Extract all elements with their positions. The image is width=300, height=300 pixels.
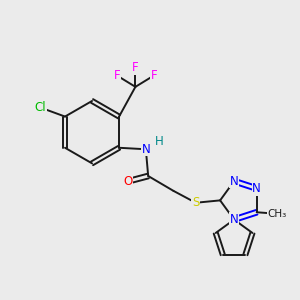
Text: N: N: [252, 182, 261, 195]
Text: N: N: [230, 175, 239, 188]
Text: F: F: [151, 69, 157, 82]
Text: S: S: [192, 196, 200, 209]
Text: O: O: [123, 175, 133, 188]
Text: F: F: [132, 61, 139, 74]
Text: F: F: [114, 69, 120, 82]
Text: Cl: Cl: [35, 101, 46, 114]
Text: CH₃: CH₃: [267, 209, 286, 219]
Text: N: N: [141, 143, 150, 156]
Text: N: N: [230, 213, 239, 226]
Text: H: H: [155, 135, 164, 148]
Text: N: N: [230, 213, 239, 226]
